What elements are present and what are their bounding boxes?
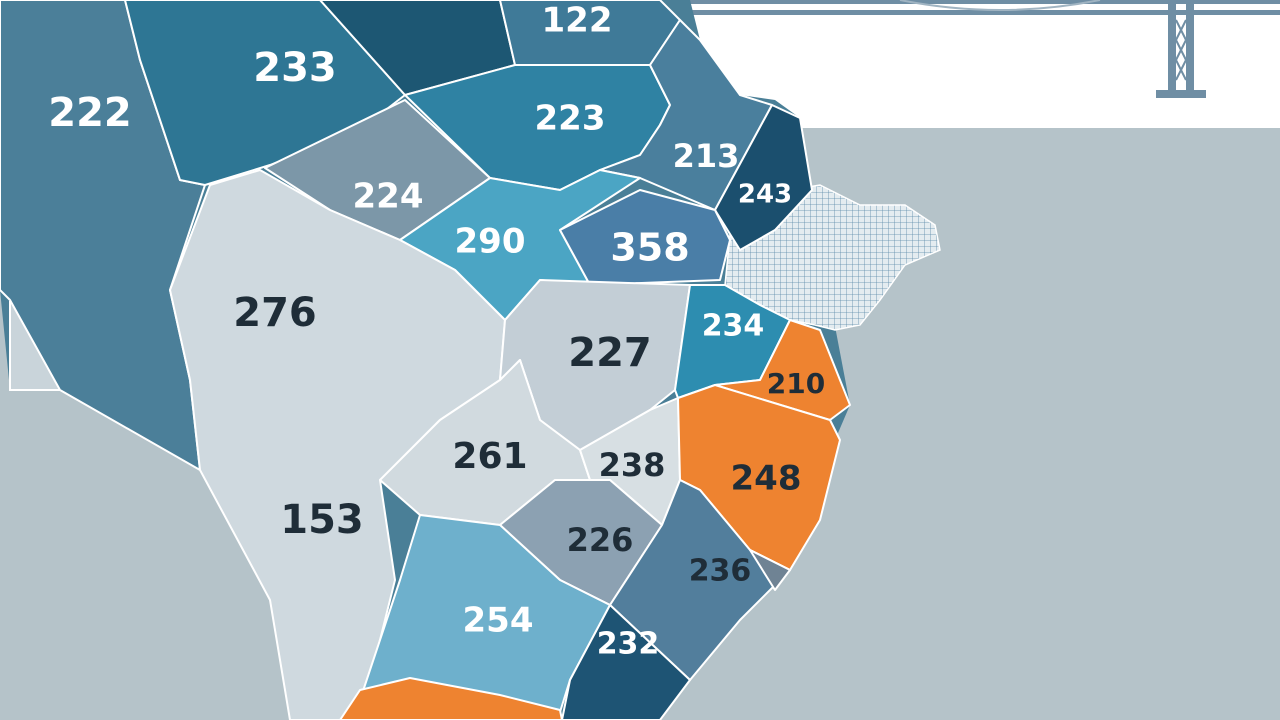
region-value-label: 213: [673, 137, 740, 175]
region-unlabeled: [339, 677, 563, 720]
region-value-label: 122: [542, 1, 613, 41]
region-value-label: 290: [455, 222, 526, 262]
region-value-label: 233: [253, 45, 337, 91]
region-value-label: 236: [689, 554, 752, 589]
region-value-label: 153: [280, 497, 364, 543]
bridge-panel: [670, 0, 1280, 128]
region-value-label: 222: [48, 90, 132, 136]
region-value-label: 243: [738, 180, 792, 210]
region-value-label: 276: [233, 290, 317, 336]
region-213: [599, 19, 773, 211]
region-236: [609, 479, 791, 681]
region-value-label: 261: [452, 436, 527, 477]
region-value-label: 226: [567, 521, 634, 559]
region-value-label: 248: [731, 459, 802, 499]
region-value-label: 210: [767, 367, 825, 400]
region-value-label: 227: [568, 330, 652, 376]
bridge-tower-icon: [1156, 0, 1206, 98]
region-value-label: 223: [535, 99, 606, 139]
region-value-label: 254: [463, 601, 534, 641]
region-value-label: 232: [597, 627, 660, 662]
region-232: [561, 604, 691, 720]
region-value-label: 358: [610, 226, 689, 270]
region-value-label: 234: [702, 309, 765, 344]
region-276: [169, 169, 506, 720]
region-unlabeled: [749, 549, 791, 591]
region-value-label: 224: [353, 177, 424, 217]
region-value-label: 238: [599, 446, 666, 484]
